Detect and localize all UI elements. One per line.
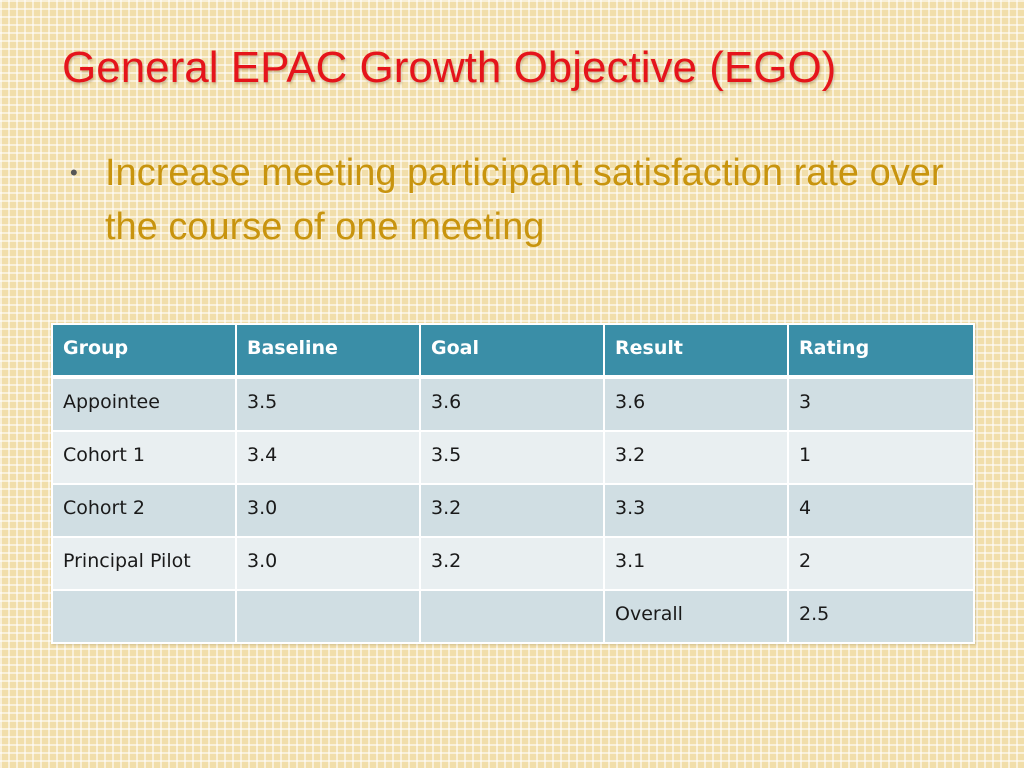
cell-baseline: 3.0 (235, 483, 421, 538)
cell-result: 3.6 (603, 376, 789, 432)
table-row: Cohort 2 3.0 3.2 3.3 4 (51, 483, 975, 538)
cell-group: Principal Pilot (51, 536, 237, 591)
cell-result: 3.1 (603, 536, 789, 591)
cell-rating: 2 (787, 536, 975, 591)
cell-baseline (235, 589, 421, 644)
header-rating: Rating (787, 323, 975, 379)
cell-baseline: 3.5 (235, 376, 421, 432)
cell-result: 3.3 (603, 483, 789, 538)
table-header-row: Group Baseline Goal Result Rating (51, 323, 975, 379)
cell-rating: 1 (787, 430, 975, 485)
table-row: Appointee 3.5 3.6 3.6 3 (51, 376, 975, 432)
cell-overall-rating: 2.5 (787, 589, 975, 644)
header-result: Result (603, 323, 789, 379)
cell-rating: 4 (787, 483, 975, 538)
slide-title: General EPAC Growth Objective (EGO) (62, 43, 837, 92)
cell-group: Cohort 2 (51, 483, 237, 538)
cell-goal: 3.5 (419, 430, 605, 485)
cell-group (51, 589, 237, 644)
cell-baseline: 3.4 (235, 430, 421, 485)
cell-goal (419, 589, 605, 644)
bullet-text: Increase meeting participant satisfactio… (105, 152, 944, 248)
header-baseline: Baseline (235, 323, 421, 379)
cell-overall-label: Overall (603, 589, 789, 644)
cell-group: Cohort 1 (51, 430, 237, 485)
cell-goal: 3.2 (419, 483, 605, 538)
cell-goal: 3.6 (419, 376, 605, 432)
table-row: Principal Pilot 3.0 3.2 3.1 2 (51, 536, 975, 591)
table-row: Cohort 1 3.4 3.5 3.2 1 (51, 430, 975, 485)
cell-result: 3.2 (603, 430, 789, 485)
bullet-item: • Increase meeting participant satisfact… (68, 146, 968, 254)
cell-group: Appointee (51, 376, 237, 432)
cell-baseline: 3.0 (235, 536, 421, 591)
results-table: Group Baseline Goal Result Rating Appoin… (51, 323, 975, 644)
table-row-overall: Overall 2.5 (51, 589, 975, 644)
bullet-dot-icon: • (70, 160, 78, 185)
cell-rating: 3 (787, 376, 975, 432)
header-group: Group (51, 323, 237, 379)
bullet-list: • Increase meeting participant satisfact… (68, 146, 968, 254)
cell-goal: 3.2 (419, 536, 605, 591)
header-goal: Goal (419, 323, 605, 379)
